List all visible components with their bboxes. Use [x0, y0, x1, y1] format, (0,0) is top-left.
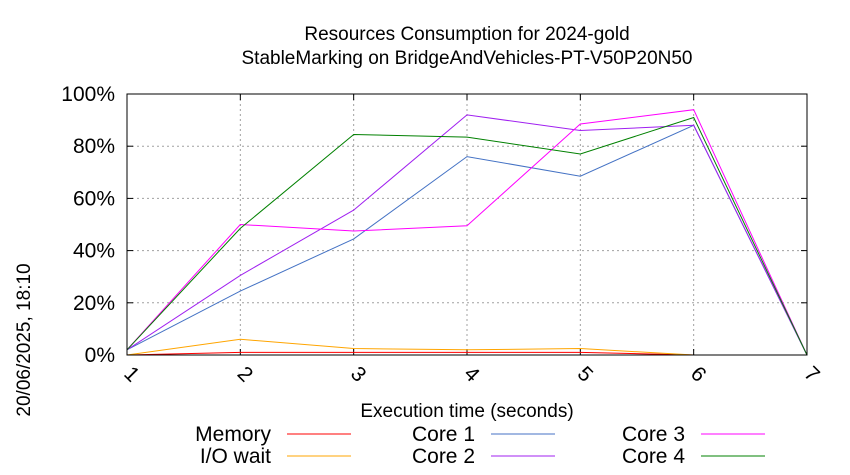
x-tick-label: 3 — [346, 362, 371, 387]
y-tick-label: 60% — [73, 187, 115, 210]
y-tick-labels: 0% 20% 40% 60% 80% 100% — [61, 83, 115, 367]
x-tick-label: 1 — [119, 362, 144, 387]
timestamp-label: 20/06/2025, 18:10 — [14, 263, 35, 416]
plot-frame — [126, 93, 808, 356]
chart-title: Resources Consumption for 2024-gold — [304, 24, 629, 45]
series-line-core-4 — [126, 116, 808, 356]
x-tick-label: 6 — [686, 362, 711, 387]
x-tick-labels: 1 2 3 4 5 6 7 — [119, 362, 824, 387]
series-line-core-3 — [126, 109, 808, 356]
y-tick-label: 0% — [85, 344, 115, 367]
chart-subtitle: StableMarking on BridgeAndVehicles-PT-V5… — [242, 48, 693, 69]
legend-label-core-2: Core 2 — [412, 445, 475, 468]
y-tick-label: 20% — [73, 292, 115, 315]
x-tick-label: 7 — [799, 362, 824, 387]
y-tick-label: 100% — [61, 83, 115, 106]
x-tick-label: 2 — [233, 362, 258, 387]
legend-label-core-3: Core 3 — [622, 423, 685, 446]
grid-lines — [126, 93, 808, 356]
x-tick-label: 4 — [459, 362, 484, 387]
series-line-core-2 — [126, 114, 808, 356]
x-axis-label: Execution time (seconds) — [360, 401, 573, 422]
y-tick-label: 80% — [73, 135, 115, 158]
legend-label-i-o-wait: I/O wait — [200, 445, 271, 468]
legend-label-memory: Memory — [195, 423, 271, 446]
x-tick-label: 5 — [573, 362, 598, 387]
legend-label-core-4: Core 4 — [622, 445, 685, 468]
y-tick-label: 40% — [73, 240, 115, 263]
legend-label-core-1: Core 1 — [412, 423, 475, 446]
